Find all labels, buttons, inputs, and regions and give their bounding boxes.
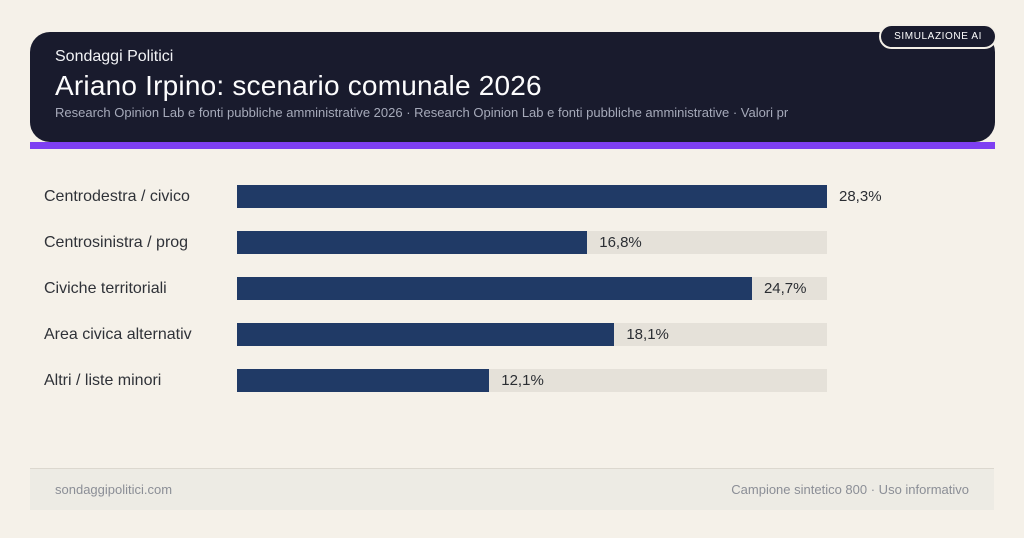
bar (237, 185, 827, 208)
header-card: Sondaggi Politici Ariano Irpino: scenari… (30, 24, 997, 142)
chart-row: Area civica alternativ 18,1% (44, 323, 827, 346)
footer-note: Campione sintetico 800 · Uso informativo (731, 482, 969, 497)
page-title: Ariano Irpino: scenario comunale 2026 (55, 70, 542, 101)
simulation-badge: SIMULAZIONE AI (879, 24, 997, 49)
chart-row: Altri / liste minori 12,1% (44, 369, 827, 392)
bar-track: 12,1% (237, 369, 827, 392)
chart-row: Civiche territoriali 24,7% (44, 277, 827, 300)
value-label: 16,8% (599, 234, 642, 251)
value-label: 18,1% (626, 326, 669, 343)
category-label: Civiche territoriali (44, 279, 167, 297)
value-label: 28,3% (839, 188, 882, 205)
category-label: Area civica alternativ (44, 325, 192, 343)
value-label: 24,7% (763, 280, 807, 297)
bar-track: 24,7% (237, 277, 827, 300)
bar (237, 277, 752, 300)
category-label: Centrodestra / civico (44, 187, 190, 205)
value-label: 12,1% (501, 372, 544, 389)
category-label: Centrosinistra / prog (44, 233, 189, 251)
footer-bar: sondaggipolitici.com Campione sintetico … (30, 468, 994, 510)
bar-track: 18,1% (237, 323, 827, 346)
bar (237, 323, 615, 346)
chart-row: Centrosinistra / prog 16,8% (44, 231, 827, 254)
bar (237, 369, 490, 392)
bar-track: 28,3% (237, 185, 882, 208)
chart-row: Centrodestra / civico 28,3% (44, 185, 882, 208)
category-label: Altri / liste minori (44, 371, 162, 389)
bar (237, 231, 588, 254)
brand-kicker: Sondaggi Politici (55, 48, 174, 65)
bar-track: 16,8% (237, 231, 827, 254)
chart-rows: Centrodestra / civico 28,3% Centrosinistra… (44, 185, 882, 392)
footer-site: sondaggipolitici.com (55, 482, 173, 497)
bar-chart: Centrodestra / civico 28,3% Centrosinistra… (44, 185, 882, 415)
page-subtitle: Research Opinion Lab e fonti pubbliche a… (55, 105, 789, 120)
accent-divider (30, 142, 995, 149)
